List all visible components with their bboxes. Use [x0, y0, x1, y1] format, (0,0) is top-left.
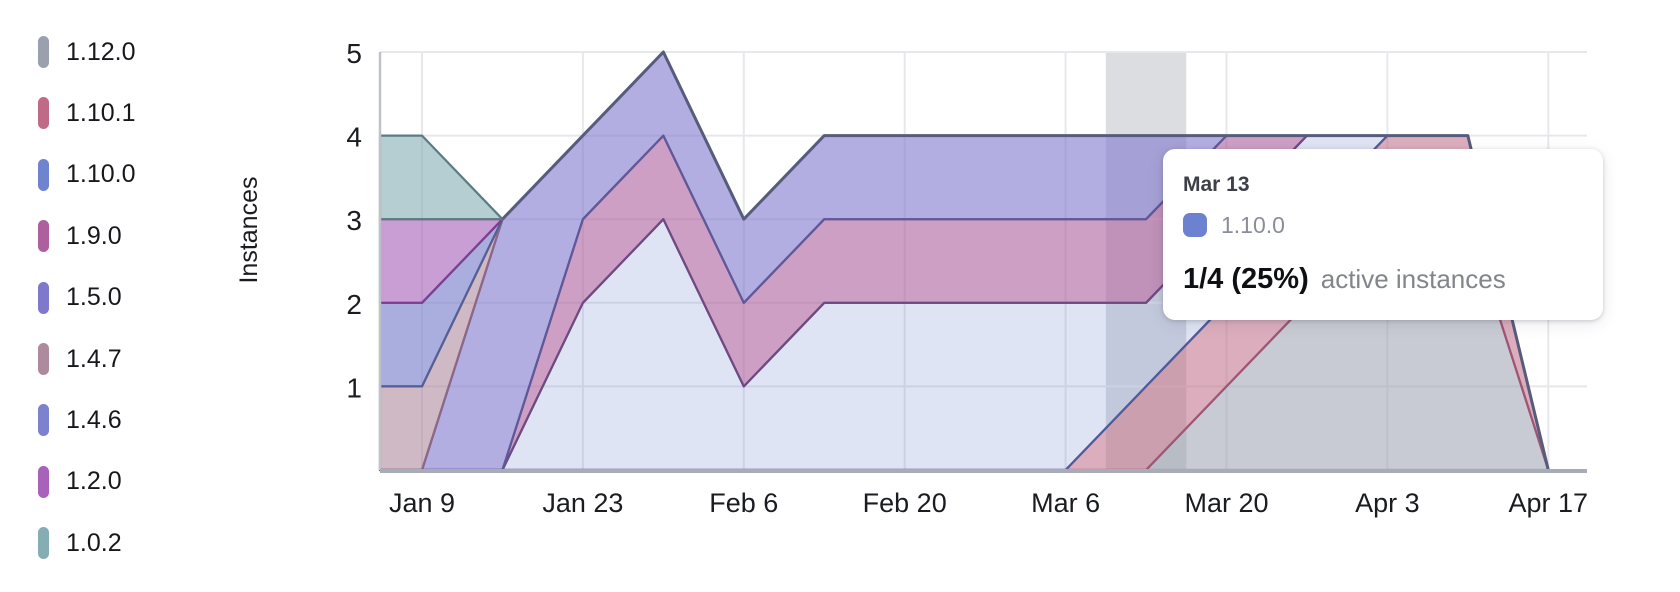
x-tick-label: Feb 6	[709, 488, 778, 518]
legend-label: 1.9.0	[66, 221, 122, 250]
legend-label: 1.0.2	[66, 528, 122, 557]
y-tick-label: 5	[346, 38, 362, 69]
legend-label: 1.12.0	[66, 37, 136, 66]
y-tick-label: 4	[346, 122, 362, 153]
y-tick-label: 2	[346, 289, 362, 320]
legend-item-1.10.1[interactable]: 1.10.1	[38, 97, 136, 130]
legend-swatch-1.10.1[interactable]	[38, 97, 49, 130]
tooltip: Mar 13 1.10.0 1/4 (25%) active instances	[1163, 149, 1603, 320]
x-tick-label: Apr 17	[1509, 488, 1589, 518]
legend-item-1.4.6[interactable]: 1.4.6	[38, 404, 122, 437]
x-tick-label: Jan 9	[389, 488, 455, 518]
legend-swatch-1.5.0[interactable]	[38, 281, 49, 314]
x-tick-label: Mar 20	[1184, 488, 1268, 518]
legend-label: 1.10.1	[66, 98, 136, 127]
legend-item-1.4.7[interactable]: 1.4.7	[38, 343, 122, 375]
tooltip-value: 1/4 (25%)	[1183, 263, 1309, 295]
y-tick-label: 1	[346, 372, 362, 403]
legend-item-1.10.0[interactable]: 1.10.0	[38, 158, 136, 191]
legend-swatch-1.4.7[interactable]	[38, 343, 49, 375]
x-tick-label: Jan 23	[542, 488, 623, 518]
tooltip-date: Mar 13	[1183, 173, 1250, 196]
y-tick-label: 3	[346, 205, 362, 236]
legend: 1.12.0 1.10.1 1.10.0 1.9.0 1.5.0 1.4.7 1.4.6 1.…	[0, 0, 230, 592]
legend-label: 1.10.0	[66, 160, 136, 189]
total-outline	[501, 50, 1550, 471]
tooltip-value-row: 1/4 (25%) active instances	[1183, 263, 1506, 296]
legend-label: 1.2.0	[66, 467, 122, 496]
x-tick-label: Feb 20	[863, 488, 947, 518]
legend-swatch-1.2.0[interactable]	[38, 465, 49, 498]
legend-swatch-1.9.0[interactable]	[38, 220, 49, 253]
legend-label: 1.4.6	[66, 405, 122, 434]
tooltip-series-name: 1.10.0	[1221, 212, 1285, 238]
legend-swatch-1.10.0[interactable]	[38, 158, 49, 191]
legend-item-1.5.0[interactable]: 1.5.0	[38, 281, 122, 314]
legend-item-1.0.2[interactable]: 1.0.2	[38, 527, 122, 560]
x-tick-label: Mar 6	[1031, 488, 1100, 518]
legend-item-1.2.0[interactable]: 1.2.0	[38, 465, 122, 498]
legend-item-1.12.0[interactable]: 1.12.0	[38, 36, 136, 68]
tooltip-series-swatch	[1183, 213, 1207, 237]
legend-swatch-1.12.0[interactable]	[38, 36, 49, 68]
legend-swatch-1.0.2[interactable]	[38, 527, 49, 560]
legend-swatch-1.4.6[interactable]	[38, 404, 49, 437]
legend-item-1.9.0[interactable]: 1.9.0	[38, 220, 122, 253]
x-tick-label: Apr 3	[1355, 488, 1420, 518]
legend-label: 1.5.0	[66, 283, 122, 312]
legend-label: 1.4.7	[66, 344, 122, 373]
tooltip-value-suffix: active instances	[1320, 264, 1506, 294]
